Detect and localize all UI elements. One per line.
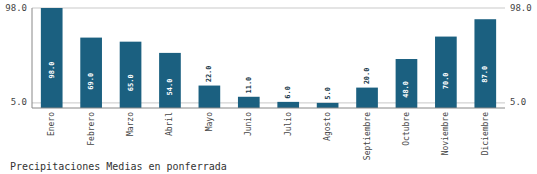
- data-label: 87.0: [481, 66, 489, 83]
- data-label: 5.0: [324, 87, 332, 100]
- grid: [32, 8, 505, 103]
- chart-container: 5.0 5.0 98.0 98.0 98.0 69.0 65.0 54.0 22.0 11.0 6.…: [0, 0, 537, 174]
- y-tick-label-right: 5.0: [510, 97, 526, 107]
- x-tick-label: Julio: [284, 112, 293, 136]
- chart: 5.0 5.0 98.0 98.0 98.0 69.0 65.0 54.0 22.0 11.0 6.…: [0, 0, 537, 174]
- x-tick-label: Marzo: [126, 112, 135, 136]
- data-label: 70.0: [442, 72, 450, 89]
- bar: [238, 97, 260, 108]
- grid-line: [32, 102, 505, 103]
- data-label: 54.0: [166, 79, 174, 96]
- grid-line: [32, 8, 505, 9]
- x-tick-label: Mayo: [205, 112, 214, 131]
- x-tick-label: Diciembre: [481, 112, 490, 156]
- x-axis-line: [32, 108, 505, 109]
- y-tick-label: 98.0: [5, 3, 27, 13]
- x-tick-label: Septiembre: [363, 112, 372, 160]
- bar: [356, 88, 378, 108]
- data-label: 22.0: [205, 65, 213, 82]
- x-tick-label: Octubre: [402, 112, 411, 146]
- x-tick-label: Agosto: [323, 112, 332, 141]
- bar: [120, 42, 142, 108]
- x-tick-label: Abril: [165, 112, 174, 136]
- bar: [41, 8, 63, 108]
- y-tick-label-right: 98.0: [510, 3, 532, 13]
- bar: [277, 102, 299, 108]
- title: Precipitaciones Medias en ponferrada: [10, 161, 227, 172]
- x-tick-label: Febrero: [87, 112, 96, 146]
- x-tick-label: Noviembre: [441, 112, 450, 156]
- data-label: 6.0: [284, 86, 292, 99]
- y-axis-line: [32, 8, 33, 108]
- data-label: 98.0: [48, 62, 56, 79]
- data-label: 11.0: [245, 77, 253, 94]
- bar: [199, 86, 221, 108]
- y-tick-label: 5.0: [11, 97, 27, 107]
- data-label: 48.0: [402, 81, 410, 98]
- data-label: 69.0: [87, 73, 95, 90]
- data-label: 65.0: [127, 74, 135, 91]
- bars: [41, 8, 496, 108]
- data-labels: 98.0 69.0 65.0 54.0 22.0 11.0 6.0 5.0 20.0 48.0 70…: [48, 62, 490, 100]
- bar: [317, 103, 339, 108]
- data-label: 20.0: [363, 67, 371, 84]
- bar: [159, 53, 181, 108]
- x-tick-label: Enero: [47, 112, 56, 136]
- bar: [435, 37, 457, 108]
- x-tick-label: Junio: [244, 112, 253, 136]
- bar: [80, 38, 102, 108]
- bar: [474, 19, 496, 108]
- bar: [396, 59, 418, 108]
